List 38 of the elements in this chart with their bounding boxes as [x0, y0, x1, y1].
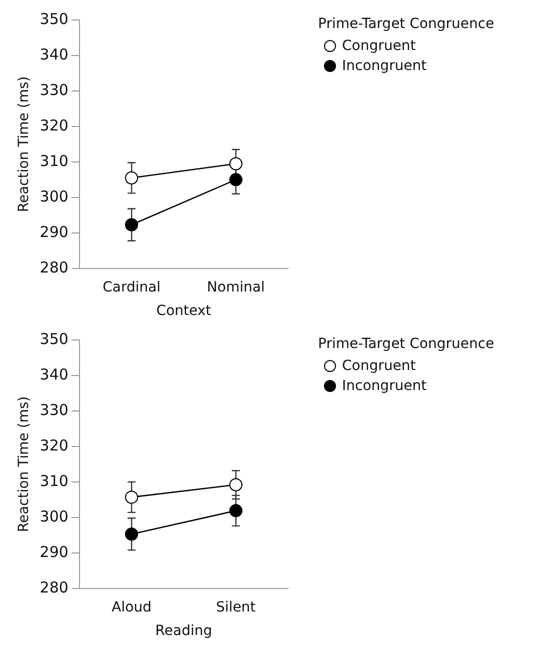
y-tick-label: 300 [40, 507, 68, 526]
y-tick-label: 310 [40, 152, 68, 170]
point [125, 528, 138, 541]
x-axis-title: Reading [155, 623, 212, 640]
x-tick-label: Silent [216, 599, 256, 616]
y-tick-label: 350 [40, 10, 68, 28]
x-tick-label: Nominal [206, 279, 265, 296]
y-tick-label: 290 [40, 542, 68, 561]
x-axis-title: Context [156, 303, 212, 320]
point [125, 171, 138, 184]
point [229, 504, 242, 518]
point [229, 478, 242, 492]
y-tick-label: 280 [40, 258, 68, 276]
y-tick-label: 340 [40, 365, 68, 384]
y-axis-title: Reaction Time (ms) [16, 76, 32, 212]
y-tick-label: 330 [40, 80, 68, 99]
y-tick-label: 350 [40, 330, 68, 348]
legend-label: Incongruent [342, 58, 427, 74]
point [229, 157, 242, 170]
legend-label: Congruent [342, 38, 416, 54]
point [125, 218, 138, 232]
y-tick-label: 280 [40, 578, 68, 596]
y-tick-label: 300 [40, 187, 68, 206]
y-tick-label: 320 [40, 436, 68, 454]
point [125, 490, 138, 504]
point [229, 173, 242, 186]
y-tick-label: 330 [40, 400, 68, 419]
y-axis-title: Reaction Time (ms) [16, 396, 32, 532]
y-tick-label: 320 [40, 116, 68, 134]
x-tick-label: Aloud [112, 599, 152, 616]
y-tick-label: 310 [40, 472, 68, 490]
y-tick-label: 340 [40, 45, 68, 64]
legend-label: Congruent [342, 358, 416, 374]
x-tick-label: Cardinal [102, 279, 161, 296]
legend-label: Incongruent [342, 378, 427, 394]
legend-title: Prime-Target Congruence [318, 16, 494, 32]
y-tick-label: 290 [40, 222, 68, 241]
legend-title: Prime-Target Congruence [318, 336, 494, 352]
